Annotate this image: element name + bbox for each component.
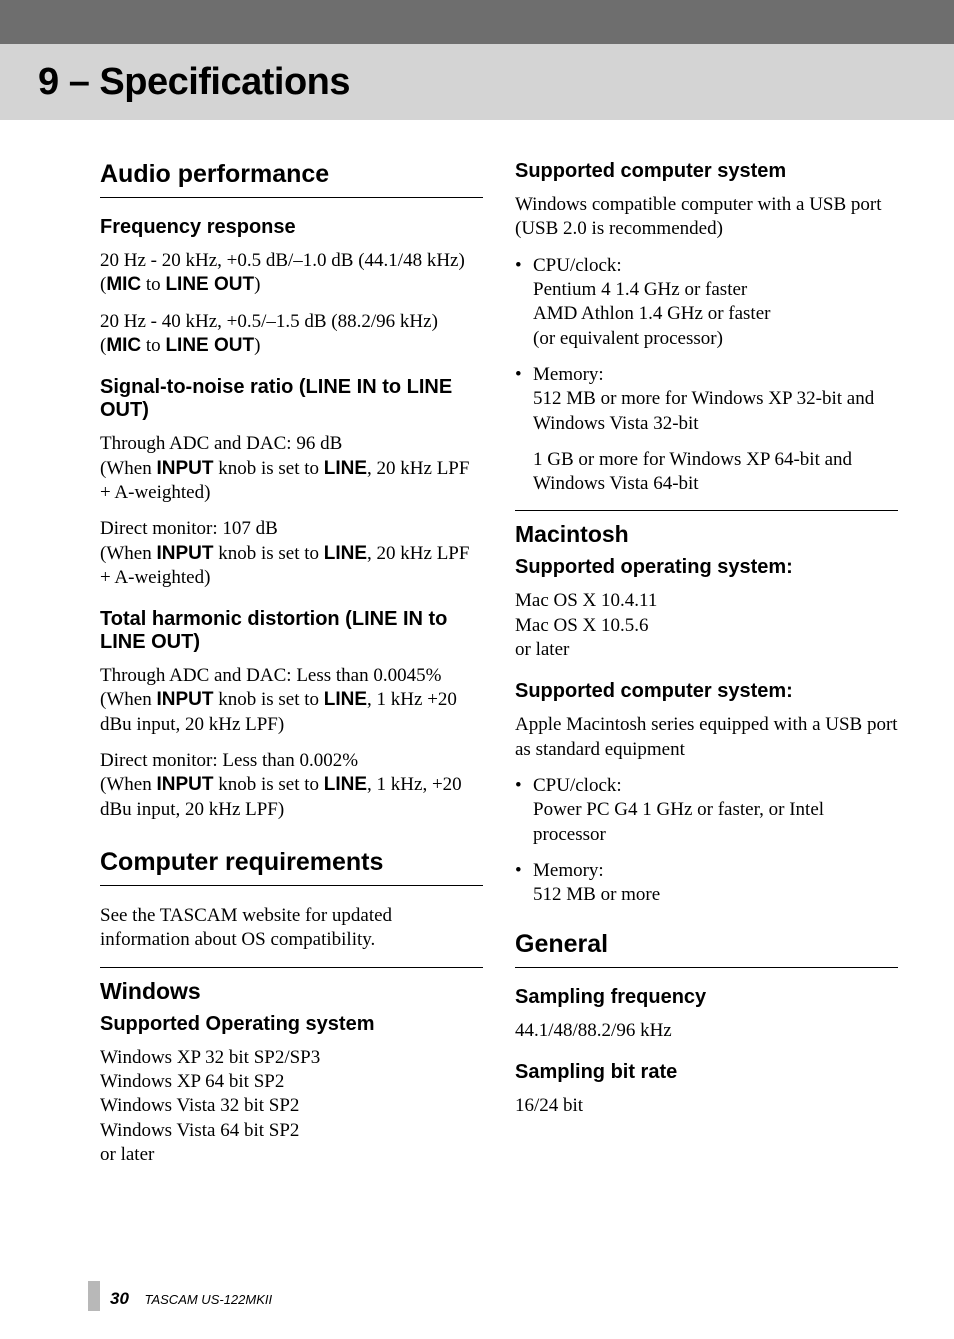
text: knob is set to bbox=[213, 689, 323, 710]
sampling-freq-heading: Sampling frequency bbox=[515, 986, 898, 1009]
sampling-freq-body: 44.1/48/88.2/96 kHz bbox=[515, 1019, 898, 1043]
mac-cpu-item: • CPU/clock: Power PC G4 1 GHz or faster,… bbox=[515, 774, 898, 847]
thd-p2: Direct monitor: Less than 0.002% (When IN… bbox=[100, 749, 483, 822]
freq-response-p2: 20 Hz - 40 kHz, +0.5/–1.5 dB (88.2/96 kH… bbox=[100, 310, 483, 359]
text: LINE bbox=[324, 689, 367, 710]
top-bar bbox=[0, 0, 954, 44]
thd-heading: Total harmonic distortion (LINE IN to LI… bbox=[100, 608, 483, 654]
text: LINE OUT bbox=[165, 274, 254, 295]
content-columns: Audio performance Frequency response 20 … bbox=[0, 160, 954, 1269]
text: LINE bbox=[324, 543, 367, 564]
windows-os-body: Windows XP 32 bit SP2/SP3 Windows XP 64 … bbox=[100, 1046, 483, 1168]
text: (When bbox=[100, 543, 156, 564]
mac-sys-intro: Apple Macintosh series equipped with a U… bbox=[515, 713, 898, 762]
text: LINE bbox=[324, 458, 367, 479]
thd-p1: Through ADC and DAC: Less than 0.0045% (W… bbox=[100, 664, 483, 737]
chapter-title: 9 – Specifications bbox=[38, 61, 350, 104]
general-heading: General bbox=[515, 930, 898, 968]
windows-sys-heading: Supported computer system bbox=[515, 160, 898, 183]
windows-os-heading: Supported Operating system bbox=[100, 1013, 483, 1036]
text: to bbox=[141, 274, 165, 295]
footer-tab bbox=[88, 1281, 100, 1311]
snr-heading: Signal-to-noise ratio (LINE IN to LINE O… bbox=[100, 376, 483, 422]
sampling-bitrate-body: 16/24 bit bbox=[515, 1094, 898, 1118]
bullet-dot: • bbox=[515, 774, 533, 847]
snr-p1: Through ADC and DAC: 96 dB (When INPUT kn… bbox=[100, 432, 483, 505]
text: CPU/clock: bbox=[533, 255, 622, 276]
audio-performance-heading: Audio performance bbox=[100, 160, 483, 198]
windows-mem-body2: 1 GB or more for Windows XP 64-bit and W… bbox=[515, 448, 898, 497]
windows-sys-intro: Windows compatible computer with a USB p… bbox=[515, 193, 898, 242]
page-number: 30 bbox=[110, 1289, 129, 1308]
bullet-text: CPU/clock: Power PC G4 1 GHz or faster, o… bbox=[533, 774, 898, 847]
text: MIC bbox=[106, 335, 141, 356]
text: Direct monitor: 107 dB bbox=[100, 518, 278, 539]
text: INPUT bbox=[156, 543, 213, 564]
text: 512 MB or more bbox=[533, 884, 660, 905]
computer-req-heading: Computer requirements bbox=[100, 848, 483, 886]
footer-text: 30 TASCAM US-122MKII bbox=[110, 1289, 272, 1309]
bullet-dot: • bbox=[515, 859, 533, 908]
bullet-text: Memory: 512 MB or more bbox=[533, 859, 898, 908]
text: Power PC G4 1 GHz or faster, or Intel pr… bbox=[533, 799, 824, 844]
text: INPUT bbox=[156, 458, 213, 479]
text: INPUT bbox=[156, 689, 213, 710]
text: LINE bbox=[324, 774, 367, 795]
text: INPUT bbox=[156, 774, 213, 795]
text: 512 MB or more for Windows XP 32-bit and… bbox=[533, 388, 874, 433]
windows-cpu-item: • CPU/clock: Pentium 4 1.4 GHz or faster … bbox=[515, 254, 898, 351]
text: ) bbox=[254, 335, 260, 356]
bullet-dot: • bbox=[515, 363, 533, 436]
text: Through ADC and DAC: Less than 0.0045% bbox=[100, 665, 441, 686]
text: ) bbox=[254, 274, 260, 295]
bullet-text: CPU/clock: Pentium 4 1.4 GHz or faster AM… bbox=[533, 254, 898, 351]
text: (When bbox=[100, 774, 156, 795]
bullet-text: Memory: 512 MB or more for Windows XP 32-… bbox=[533, 363, 898, 436]
text: to bbox=[141, 335, 165, 356]
computer-req-intro: See the TASCAM website for updated infor… bbox=[100, 904, 483, 953]
mac-heading: Macintosh bbox=[515, 510, 898, 548]
chapter-bar: 9 – Specifications bbox=[0, 44, 954, 120]
text: (When bbox=[100, 689, 156, 710]
bullet-dot: • bbox=[515, 254, 533, 351]
text: knob is set to bbox=[213, 458, 323, 479]
snr-p2: Direct monitor: 107 dB (When INPUT knob i… bbox=[100, 517, 483, 590]
text: knob is set to bbox=[213, 543, 323, 564]
text: knob is set to bbox=[213, 774, 323, 795]
freq-response-heading: Frequency response bbox=[100, 216, 483, 239]
text: Pentium 4 1.4 GHz or faster AMD Athlon 1… bbox=[533, 279, 770, 349]
mac-mem-item: • Memory: 512 MB or more bbox=[515, 859, 898, 908]
windows-mem-item: • Memory: 512 MB or more for Windows XP 3… bbox=[515, 363, 898, 436]
text: MIC bbox=[106, 274, 141, 295]
freq-response-p1: 20 Hz - 20 kHz, +0.5 dB/–1.0 dB (44.1/48… bbox=[100, 249, 483, 298]
text: Memory: bbox=[533, 364, 604, 385]
text: Direct monitor: Less than 0.002% bbox=[100, 750, 358, 771]
windows-heading: Windows bbox=[100, 967, 483, 1005]
mac-os-heading: Supported operating system: bbox=[515, 556, 898, 579]
page: 9 – Specifications Audio performance Fre… bbox=[0, 0, 954, 1339]
footer-model: TASCAM US-122MKII bbox=[144, 1292, 272, 1307]
text: Memory: bbox=[533, 860, 604, 881]
mac-os-body: Mac OS X 10.4.11 Mac OS X 10.5.6 or late… bbox=[515, 589, 898, 662]
sampling-bitrate-heading: Sampling bit rate bbox=[515, 1061, 898, 1084]
text: (When bbox=[100, 458, 156, 479]
text: CPU/clock: bbox=[533, 775, 622, 796]
mac-sys-heading: Supported computer system: bbox=[515, 680, 898, 703]
text: LINE OUT bbox=[165, 335, 254, 356]
text: Through ADC and DAC: 96 dB bbox=[100, 433, 342, 454]
